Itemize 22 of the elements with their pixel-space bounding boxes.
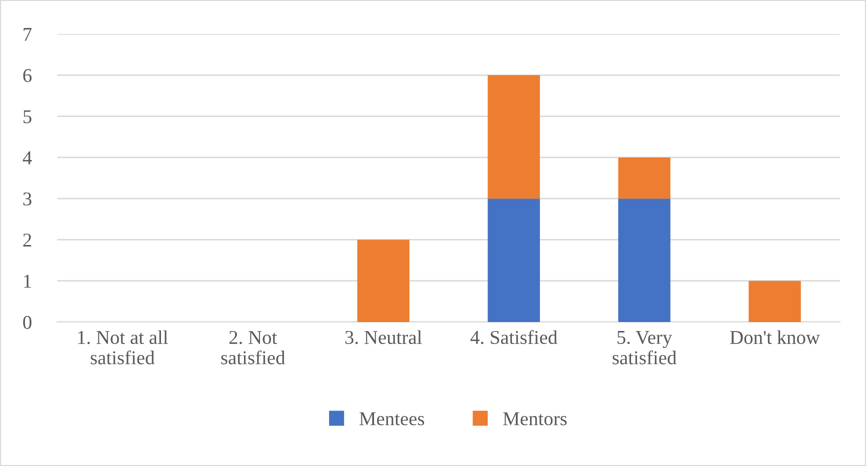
y-tick-label: 5 bbox=[24, 110, 32, 124]
x-tick-label: Don't know bbox=[730, 330, 820, 344]
y-tick-label: 2 bbox=[23, 234, 32, 246]
bar bbox=[357, 240, 410, 322]
bar bbox=[748, 280, 801, 322]
legend-label: Mentees bbox=[359, 412, 424, 426]
y-tick-label: 1 bbox=[24, 274, 31, 288]
y-tick-label: 3 bbox=[23, 192, 32, 206]
bar bbox=[618, 198, 670, 322]
y-tick-label: 0 bbox=[23, 316, 32, 329]
y-tick-label: 7 bbox=[24, 28, 32, 41]
x-tick-label: 3. Neutral bbox=[345, 330, 422, 344]
legend-label: Mentors bbox=[503, 412, 567, 426]
x-tick-label: 5. Very satisfied bbox=[612, 331, 676, 364]
x-tick-label: 1. Not at all satisfied bbox=[78, 330, 168, 364]
bar bbox=[488, 75, 540, 199]
y-tick-label: 4 bbox=[22, 151, 32, 164]
x-tick-label: 2. Not satisfied bbox=[221, 330, 286, 364]
bar bbox=[488, 198, 540, 322]
x-tick-label: 4. Satisfied bbox=[470, 330, 558, 344]
y-tick-label: 6 bbox=[23, 69, 32, 82]
bar bbox=[618, 157, 670, 199]
